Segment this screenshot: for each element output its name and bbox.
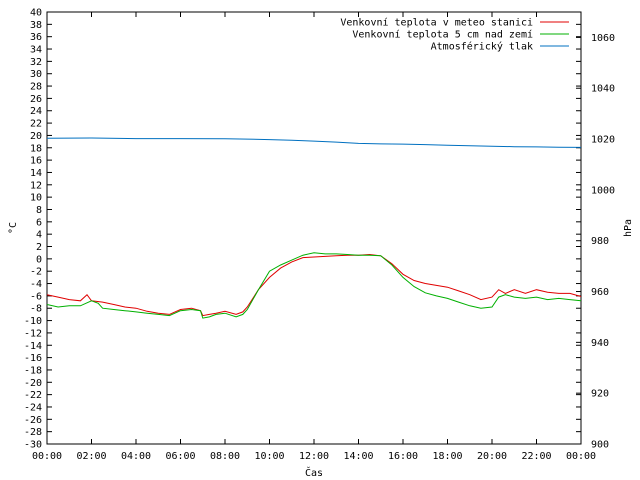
left-tick-label: 4 (36, 230, 42, 241)
left-tick-label: 16 (30, 156, 42, 167)
right-tick-label: 920 (591, 389, 609, 400)
plot-frame (46, 11, 582, 445)
right-tick-label: 1000 (591, 185, 615, 196)
left-tick-label: 40 (30, 8, 42, 19)
x-tick-label: 00:00 (32, 451, 62, 462)
left-tick-label: 2 (36, 242, 42, 253)
left-tick-label: -18 (24, 365, 42, 376)
left-tick-label: 8 (36, 205, 42, 216)
series-line-1 (46, 253, 582, 317)
x-tick-label: 06:00 (165, 451, 195, 462)
left-tick-label: -14 (24, 341, 42, 352)
right-tick-label: 1060 (591, 33, 615, 44)
left-tick-label: 26 (30, 94, 42, 105)
left-tick-label: 22 (30, 119, 42, 130)
x-axis: 00:00 02:00 04:00 06:00 08:00 10:00 12:00 14:00… (32, 12, 596, 462)
legend-label-3: Atmosférický tlak (431, 41, 533, 53)
series-line-3 (46, 137, 582, 148)
left-tick-label: -22 (24, 390, 42, 401)
right-tick-label: 1040 (591, 84, 615, 95)
right-tick-label: 1020 (591, 135, 615, 146)
legend-label-1: Venkovní teplota v meteo stanici (340, 17, 533, 29)
left-axis: -30-28-26-24-22-20-18-16-14-12-10-8-6-4-… (24, 8, 581, 451)
series-lines (46, 137, 582, 319)
left-tick-label: -4 (30, 279, 42, 290)
left-tick-label: -30 (24, 440, 42, 451)
left-tick-label: 34 (30, 45, 42, 56)
x-tick-label: 02:00 (76, 451, 106, 462)
right-axis: 900 920 940 960 980 1000 1020 1040 1060 (576, 33, 615, 451)
x-axis-label: Čas (305, 466, 323, 479)
y-axis-left-label: °C (8, 222, 19, 234)
left-tick-label: -6 (30, 291, 42, 302)
left-tick-label: 20 (30, 131, 42, 142)
series-line-2 (46, 252, 582, 319)
left-tick-label: 18 (30, 143, 42, 154)
left-tick-label: -28 (24, 427, 42, 438)
left-tick-label: 24 (30, 106, 42, 117)
x-tick-label: 00:00 (566, 451, 596, 462)
left-tick-label: 6 (36, 217, 42, 228)
right-tick-label: 900 (591, 440, 609, 451)
x-tick-label: 12:00 (299, 451, 329, 462)
x-tick-label: 22:00 (521, 451, 551, 462)
left-tick-label: 28 (30, 82, 42, 93)
x-tick-label: 16:00 (388, 451, 418, 462)
left-tick-label: -10 (24, 316, 42, 327)
right-tick-label: 980 (591, 236, 609, 247)
right-tick-label: 960 (591, 287, 609, 298)
left-tick-label: 12 (30, 180, 42, 191)
left-tick-label: 0 (36, 254, 42, 265)
left-tick-label: 30 (30, 69, 42, 80)
left-tick-label: -2 (30, 267, 42, 278)
x-tick-label: 08:00 (210, 451, 240, 462)
left-tick-label: 14 (30, 168, 42, 179)
x-tick-label: 18:00 (432, 451, 462, 462)
x-tick-label: 10:00 (254, 451, 284, 462)
left-tick-label: -24 (24, 402, 42, 413)
x-tick-label: 04:00 (121, 451, 151, 462)
left-tick-label: -8 (30, 304, 42, 315)
x-tick-label: 14:00 (343, 451, 373, 462)
left-tick-label: 32 (30, 57, 42, 68)
left-tick-label: -26 (24, 415, 42, 426)
left-tick-label: -12 (24, 328, 42, 339)
legend: Venkovní teplota v meteo staniciVenkovní… (340, 17, 569, 53)
left-tick-label: -16 (24, 353, 42, 364)
right-tick-label: 940 (591, 338, 609, 349)
left-tick-label: 36 (30, 32, 42, 43)
x-tick-label: 20:00 (477, 451, 507, 462)
y-axis-right-label: hPa (623, 219, 634, 237)
legend-label-2: Venkovní teplota 5 cm nad zemí (352, 29, 533, 41)
left-tick-label: 38 (30, 20, 42, 31)
left-tick-label: 10 (30, 193, 42, 204)
left-tick-label: -20 (24, 378, 42, 389)
